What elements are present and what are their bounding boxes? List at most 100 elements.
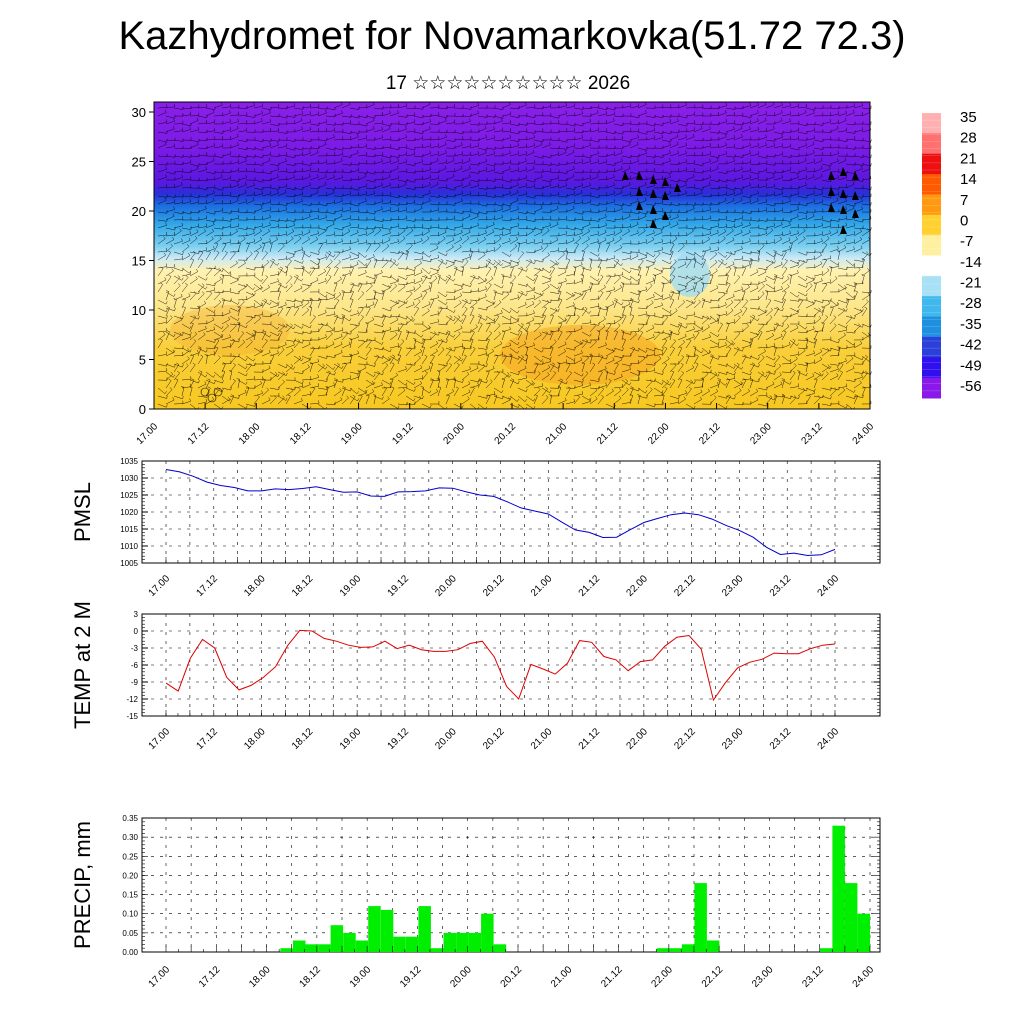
wind-barb	[757, 240, 768, 245]
wind-barb	[277, 143, 288, 149]
wind-barb	[693, 112, 704, 117]
wind-barb	[725, 167, 736, 173]
wind-barb	[741, 119, 752, 125]
wind-barb	[381, 259, 389, 269]
wind-barb	[701, 137, 712, 141]
wind-barb	[181, 243, 190, 253]
wind-barb	[565, 271, 576, 277]
wind-barb	[709, 165, 719, 173]
wind-barb	[509, 189, 519, 197]
wind-barb	[285, 253, 295, 261]
wind-barb	[669, 129, 680, 133]
wind-barb	[421, 370, 428, 381]
wind-barb	[157, 174, 167, 181]
wind-barb	[477, 114, 488, 118]
wind-barb	[213, 267, 222, 277]
wind-barb	[261, 330, 267, 341]
wind-barb	[725, 106, 736, 110]
wind-barb	[597, 395, 605, 405]
wind-barb	[781, 154, 792, 158]
wind-barb	[429, 378, 434, 389]
wind-barb	[373, 106, 384, 110]
wind-barb	[781, 355, 792, 362]
wind-barb	[485, 126, 495, 133]
wind-barb	[797, 329, 808, 334]
wind-barb	[829, 400, 840, 405]
wind-barb	[237, 379, 248, 385]
wind-barb	[597, 207, 608, 213]
wind-barb	[557, 110, 568, 117]
wind-barb	[437, 275, 448, 282]
wind-barb	[685, 320, 696, 325]
wind-barb	[829, 197, 839, 205]
wind-barb	[269, 371, 280, 378]
wind-barb	[285, 138, 296, 142]
wind-barb	[693, 389, 703, 397]
wind-barb	[501, 371, 512, 378]
wind-barb	[717, 223, 728, 229]
wind-barb	[709, 208, 720, 213]
wind-barb	[453, 210, 464, 214]
wind-barb	[741, 378, 747, 389]
wind-barb	[397, 330, 402, 341]
cross-section-xtick-label: 17.00	[135, 421, 161, 447]
wind-barb	[269, 350, 279, 357]
wind-barb	[669, 274, 676, 285]
wind-barb	[557, 239, 568, 245]
wind-barb	[229, 395, 240, 399]
wind-barb	[284, 266, 289, 277]
wind-barb	[821, 258, 827, 269]
wind-barb	[501, 227, 512, 231]
wind-barb	[157, 104, 168, 109]
wind-barb	[837, 184, 848, 189]
wind-barb	[845, 203, 856, 207]
wind-barb	[445, 153, 456, 157]
wind-barb	[397, 126, 407, 133]
wind-barb	[677, 346, 683, 357]
wind-barb	[677, 333, 687, 341]
wind-barb	[861, 121, 872, 125]
wind-barb	[205, 106, 216, 111]
wind-barb	[389, 354, 396, 365]
wind-barb	[293, 110, 304, 117]
wind-barb	[477, 286, 487, 293]
wind-barb	[381, 356, 391, 365]
wind-barb	[501, 378, 506, 389]
precip-bar	[493, 944, 507, 952]
wind-barb	[797, 323, 808, 330]
wind-barb	[293, 198, 303, 205]
wind-barb	[725, 154, 736, 158]
precip-bar	[405, 936, 419, 952]
wind-barb	[813, 173, 823, 181]
wind-barb	[637, 347, 648, 353]
wind-barb	[325, 327, 336, 333]
precip-bar	[330, 925, 344, 952]
wind-barb	[669, 209, 680, 213]
wind-barb	[173, 168, 184, 173]
wind-barb	[197, 370, 203, 381]
wind-barb	[517, 387, 528, 393]
wind-barb	[741, 229, 751, 237]
wind-barb	[301, 300, 310, 309]
wind-barb	[325, 221, 335, 229]
wind-barb	[597, 192, 608, 197]
wind-barb	[469, 200, 480, 205]
colorbar-segment	[922, 296, 941, 318]
wind-barb	[565, 292, 575, 301]
wind-barb	[789, 270, 799, 277]
wind-barb	[469, 213, 479, 221]
wind-barb	[166, 176, 176, 181]
wind-barb	[245, 129, 256, 133]
wind-barb	[221, 169, 232, 173]
colorbar-segment	[922, 235, 941, 256]
wind-barb	[733, 381, 743, 389]
wind-barb	[357, 183, 368, 189]
cross-section-xtick-label: 20.12	[493, 421, 519, 447]
wind-barb	[381, 363, 389, 373]
wind-barb	[541, 387, 549, 397]
wind-barb	[157, 231, 168, 237]
wind-barb	[397, 114, 408, 118]
wind-barb	[301, 209, 312, 213]
wind-barb	[573, 242, 579, 253]
wind-barb	[597, 257, 608, 262]
